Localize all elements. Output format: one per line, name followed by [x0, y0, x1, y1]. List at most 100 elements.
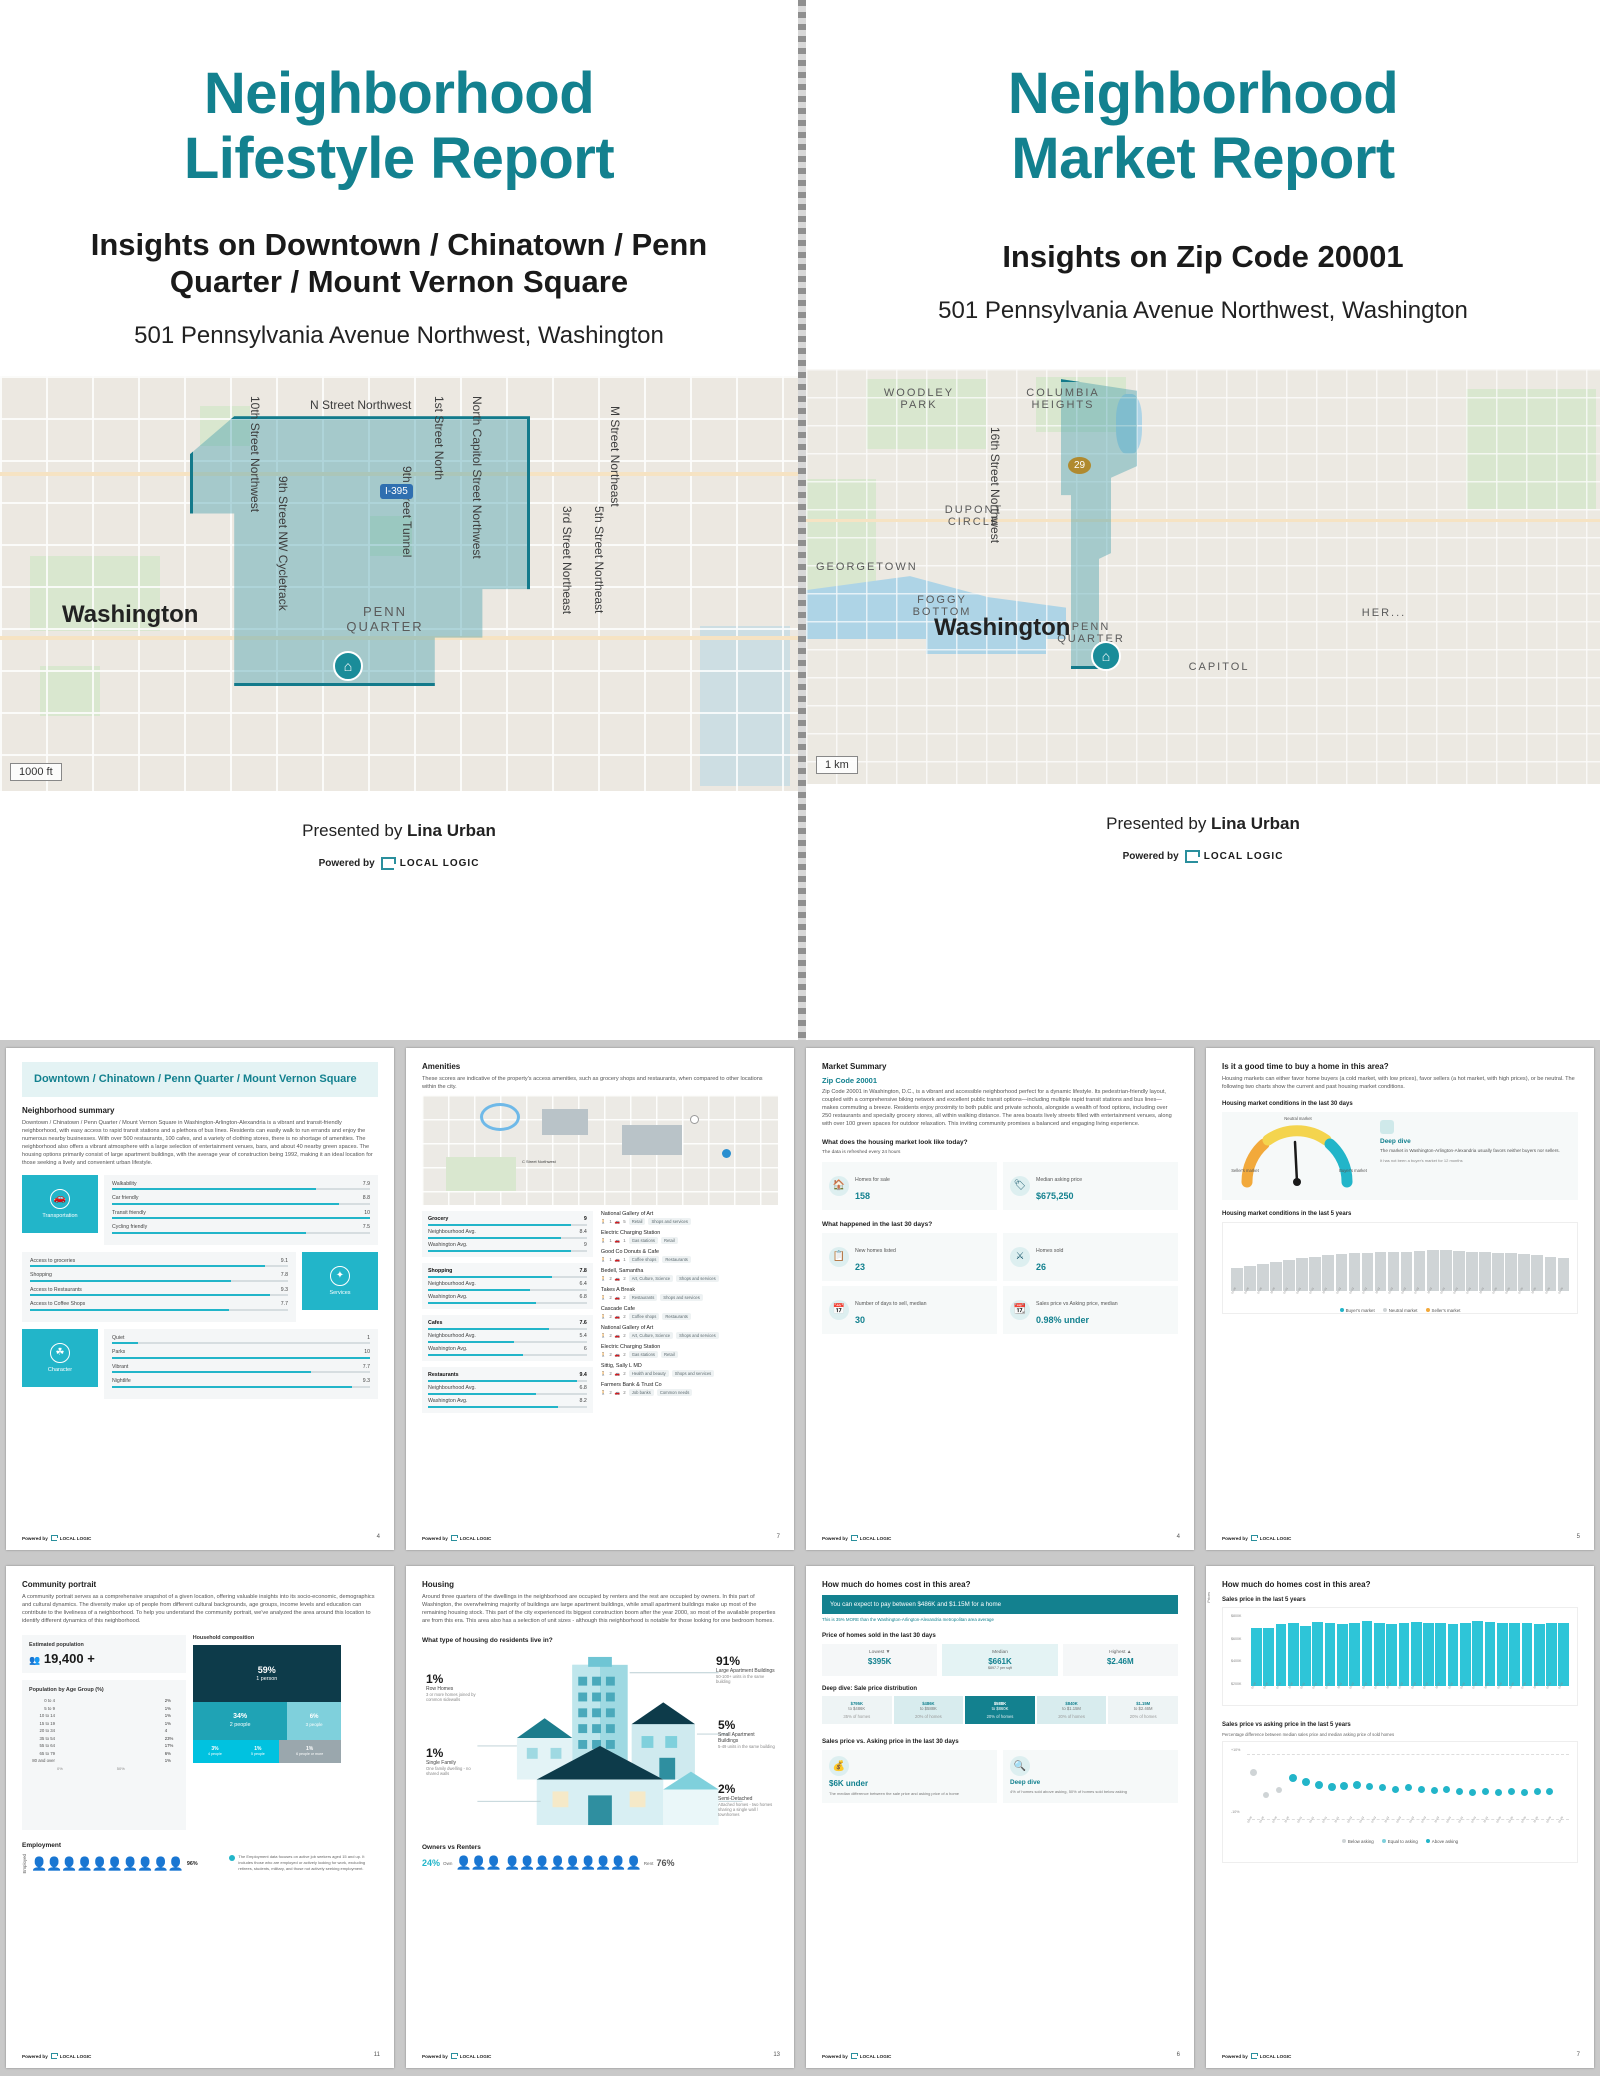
- thumbnail-cell[interactable]: Is it a good time to buy a home in this …: [1200, 1040, 1600, 1558]
- population-label: Estimated population: [29, 1642, 84, 1649]
- sales-vs-asking-cards: 💰 $6K under The median difference betwee…: [822, 1750, 1178, 1803]
- score-row: Walkability 7.9: [112, 1181, 370, 1190]
- deep-dive-note: It has not been a buyer's market for 12 …: [1380, 1158, 1463, 1164]
- thumbnail-cell[interactable]: How much do homes cost in this area? Sal…: [1200, 1558, 1600, 2076]
- page-housing[interactable]: Housing Around three quarters of the dwe…: [406, 1566, 794, 2068]
- chart2-title: Sales price vs asking price in the last …: [1222, 1722, 1351, 1728]
- list-item: Takes A Break 🚶 2 🚗 2 Restaurants Shops and se…: [601, 1287, 778, 1302]
- walk-icon: 🚶: [600, 1237, 607, 1243]
- housing-type-single-family: 1% Single Family One family dwelling - n…: [426, 1746, 471, 1777]
- score-row: Access to Restaurants 9.3: [30, 1287, 288, 1296]
- page-subtitle: Insights on Zip Code 20001: [1002, 238, 1404, 274]
- market-conditions-5y-chart: 01-20 04-20 07-20 10-20 01-21 04-21 07-21 10-2…: [1222, 1222, 1578, 1315]
- page-home-cost-30-days[interactable]: How much do homes cost in this area? You…: [806, 1566, 1194, 2068]
- thumbnail-cell[interactable]: How much do homes cost in this area? You…: [800, 1558, 1200, 2076]
- page-community-portrait[interactable]: Community portrait A community portrait …: [6, 1566, 394, 2068]
- thumbnail-cell[interactable]: Amenities These scores are indicative of…: [400, 1040, 800, 1558]
- map-place-label: CAPITOL: [1188, 661, 1250, 674]
- section-title: Is it a good time to buy a home in this …: [1222, 1062, 1389, 1071]
- score-row: Access to groceries 9.1: [30, 1258, 288, 1267]
- question-today: What does the housing market look like t…: [822, 1138, 968, 1146]
- category-character: ☘ Character Quiet 1 Parks 10 Vi: [22, 1328, 378, 1399]
- category-label: Character: [47, 1366, 73, 1373]
- list-item: Electric Charging Station 🚶 1 🚗 1 Gas station…: [600, 1230, 778, 1245]
- treemap-cell: 1% 6 people or more: [278, 1739, 341, 1764]
- local-logic-logo-icon: [50, 2053, 58, 2059]
- section-title: How much do homes cost in this area?: [1222, 1580, 1371, 1589]
- deep-dive-card: 🔍 Deep dive 4% of homes sold above askin…: [1003, 1750, 1178, 1803]
- score-label: Parks: [112, 1349, 126, 1355]
- map-street-label: 5th Street Northeast: [592, 506, 606, 614]
- distribution-bucket-highlight: $588K to $860K 20% of homes: [965, 1696, 1035, 1724]
- deep-dive-text: The market in Washington-Arlington-Alexa…: [1380, 1148, 1560, 1154]
- chart-title-30-days: Housing market conditions in the last 30…: [1222, 1101, 1353, 1108]
- treemap-cell: 3% 4 people: [192, 1739, 238, 1764]
- list-item: Electric Charging Station 🚶 2 🚗 2 Gas station…: [601, 1344, 778, 1359]
- amenities-map[interactable]: C Street Northwest: [422, 1095, 778, 1206]
- list-item: Sittig, Sally L MD 🚶 2 🚗 2 Health and beauty S…: [601, 1363, 778, 1378]
- map-street-label: 16th Street Northwest: [988, 427, 1002, 544]
- thumbnail-cell[interactable]: Housing Around three quarters of the dwe…: [400, 1558, 800, 2076]
- amenity-sub-value: 8.4: [579, 1229, 587, 1236]
- map-major-road: [0, 472, 798, 477]
- household-label: Household composition: [192, 1635, 255, 1642]
- neighborhood-banner: Downtown / Chinatown / Penn Quarter / Mo…: [22, 1062, 378, 1097]
- amenity-name: Restaurants: [428, 1372, 459, 1379]
- score-value: 1: [367, 1334, 370, 1341]
- employment-title: Employment: [22, 1842, 62, 1850]
- page-home-cost-5-years[interactable]: How much do homes cost in this area? Sal…: [1206, 1566, 1594, 2068]
- cover-footer: Presented by Lina Urban Powered by LOCAL…: [0, 791, 798, 871]
- page-number: 4: [1176, 1534, 1180, 1540]
- chart2-subtitle: Percentage difference between median sal…: [1222, 1732, 1395, 1737]
- powered-by-label: Powered by: [1122, 851, 1179, 863]
- car-icon: 🚗: [614, 1370, 621, 1376]
- banner-note: This is 35% MORE than the Washington-Arl…: [822, 1617, 994, 1622]
- amenity-score-card: Shopping 7.8 Neighbourhood Avg. 6.4 Washin…: [422, 1263, 593, 1310]
- stat-card: 📆 Sales price vs Asking price, median 0.9…: [1003, 1285, 1178, 1334]
- page-good-time-to-buy[interactable]: Is it a good time to buy a home in this …: [1206, 1048, 1594, 1550]
- map-major-road: [806, 519, 1600, 523]
- thumbnail-cell[interactable]: Community portrait A community portrait …: [0, 1558, 400, 2076]
- amenity-name: Grocery: [428, 1216, 449, 1223]
- treemap-cell: 1% 5 people: [237, 1739, 279, 1764]
- axis-tick: $800K: [1231, 1614, 1242, 1618]
- distribution-title: Deep dive: Sale price distribution: [822, 1686, 918, 1692]
- local-logic-logo-icon: [850, 1535, 858, 1541]
- market-cover-map[interactable]: Washington WOODLEY PARK COLUMBIA HEIGHTS…: [806, 369, 1600, 785]
- household-treemap: 59% 1 person 34% 2 people 6% 3 people: [192, 1645, 341, 1764]
- price-section-title: Price of homes sold in the last 30 days: [822, 1632, 936, 1639]
- map-street-label: 3rd Street Northeast: [560, 506, 574, 615]
- section-title: Neighborhood summary: [22, 1105, 115, 1115]
- employment-label: Employed: [22, 1854, 27, 1874]
- thumbnail-cell[interactable]: Downtown / Chinatown / Penn Quarter / Mo…: [0, 1040, 400, 1558]
- thumbnail-cell[interactable]: Market Summary Zip Code 20001 Zip Code 2…: [800, 1040, 1200, 1558]
- score-value: 7.7: [280, 1301, 288, 1307]
- gauge-seller-label: Seller's market: [1231, 1168, 1259, 1174]
- page-amenities[interactable]: Amenities These scores are indicative of…: [406, 1048, 794, 1550]
- thumbnail-row: Community portrait A community portrait …: [0, 1558, 1600, 2076]
- powered-by-block: Powered by LOCAL LOGIC: [1222, 1535, 1292, 1541]
- page-market-summary[interactable]: Market Summary Zip Code 20001 Zip Code 2…: [806, 1048, 1194, 1550]
- list-item: National Gallery of Art 🚶 1 🚗 5 Retail Shops a…: [601, 1211, 778, 1226]
- housing-intro: Around three quarters of the dwellings i…: [422, 1594, 776, 1625]
- lifestyle-cover-map[interactable]: Washington PENN QUARTER N Street Northwe…: [0, 376, 798, 792]
- housing-type-small-apartment: 5% Small Apartment Buildings 5-49 units …: [718, 1718, 775, 1750]
- y-axis-label: Prices: [1207, 1592, 1211, 1603]
- stats-30-days-row1: 📋 New homes listed 23 ⚔ Homes sold 26: [822, 1232, 1178, 1281]
- score-label: Vibrant: [112, 1363, 129, 1370]
- page-lifestyle-overview[interactable]: Downtown / Chinatown / Penn Quarter / Mo…: [6, 1048, 394, 1550]
- leaf-icon: ☘: [50, 1342, 70, 1363]
- score-label: Car friendly: [112, 1195, 139, 1201]
- owners-label: Own: [443, 1860, 453, 1866]
- amenity-score-card: Restaurants 9.4 Neighbourhood Avg. 6.8 Was…: [422, 1367, 593, 1414]
- property-pin-icon[interactable]: ⌂: [1091, 641, 1121, 672]
- population-block: Estimated population 👥 19,400 + Populati…: [22, 1635, 186, 1831]
- renters-label: Rent: [643, 1860, 654, 1866]
- property-pin-icon[interactable]: ⌂: [333, 651, 363, 682]
- amenity-name: Cafes: [428, 1320, 443, 1327]
- page-number: 6: [1176, 2052, 1180, 2058]
- amenity-sub-value: 9: [583, 1242, 587, 1249]
- distribution-bucket: $795K to $486K 35% of homes: [822, 1696, 892, 1724]
- powered-by-block: Powered by LOCAL LOGIC: [1222, 2053, 1292, 2059]
- amenity-sub-value: 6.8: [579, 1294, 587, 1301]
